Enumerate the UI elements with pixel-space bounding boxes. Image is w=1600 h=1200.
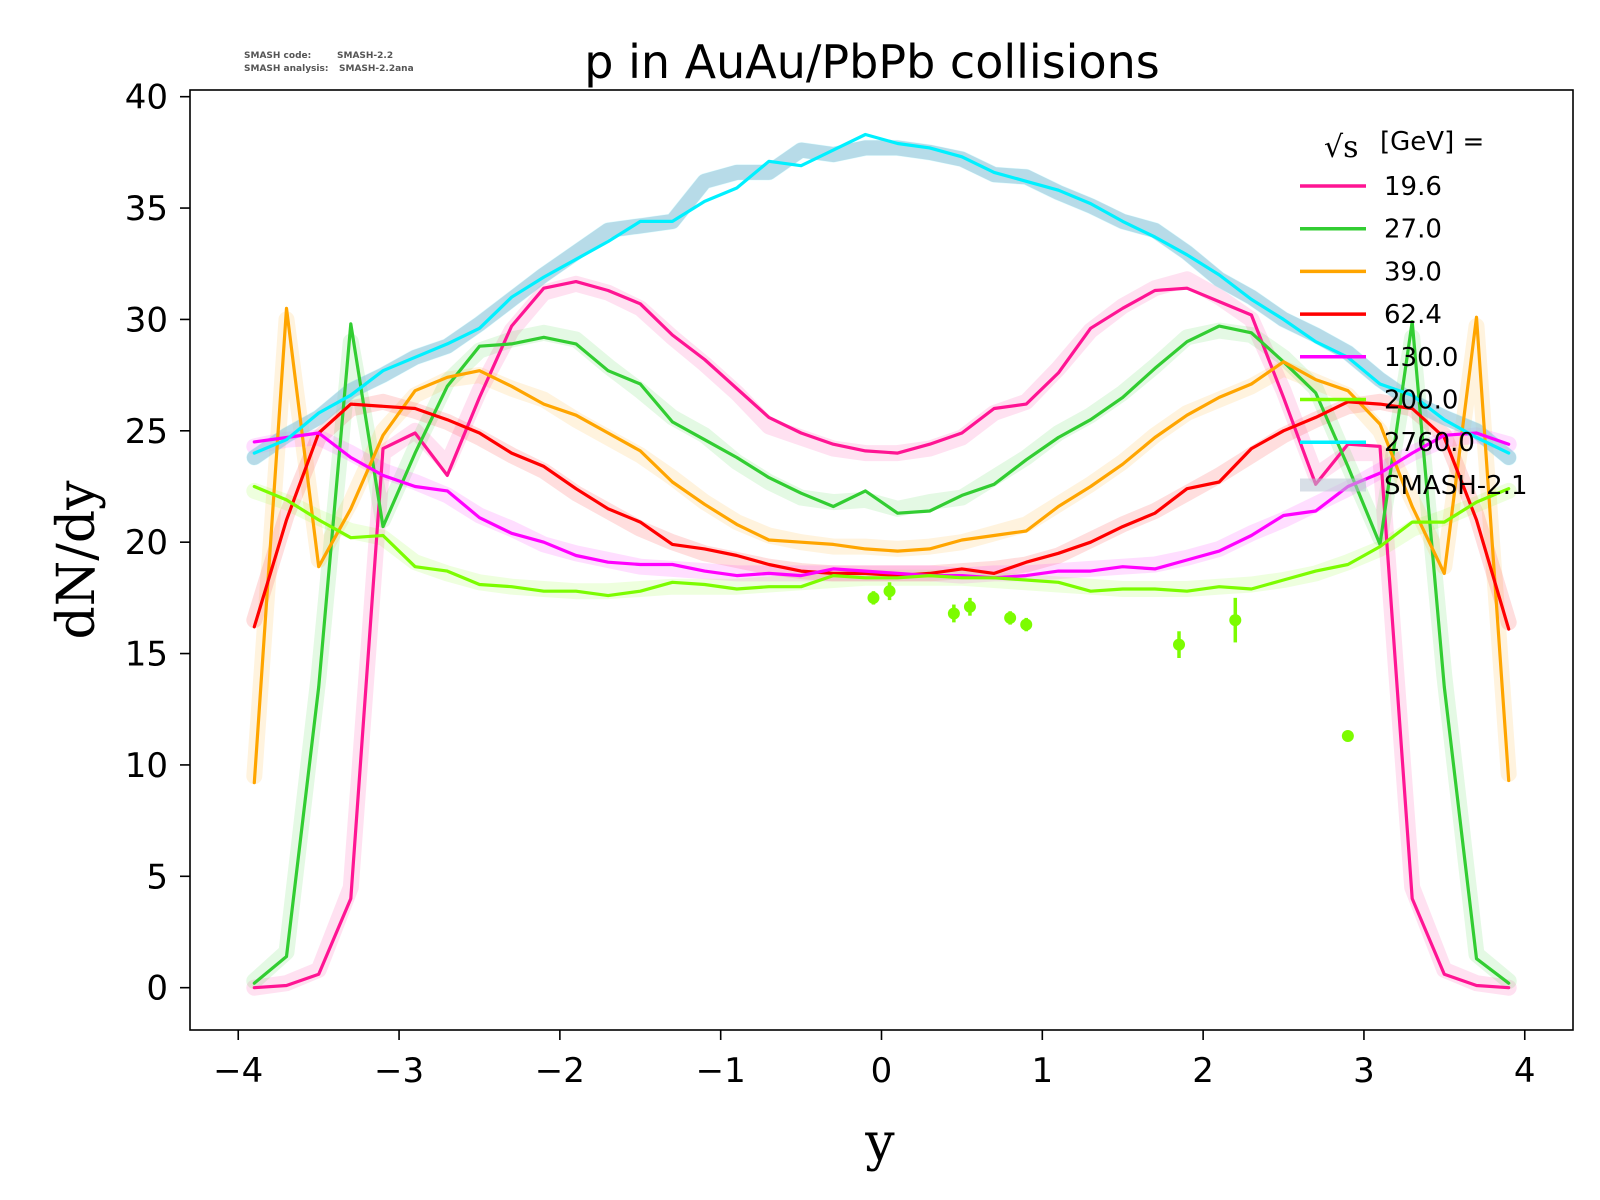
- x-tick-label: 3: [1353, 1051, 1375, 1091]
- y-tick-label: 0: [146, 969, 168, 1009]
- version-line1-label: SMASH code:: [244, 51, 311, 61]
- legend: √s [GeV] = 19.6 27.0 39.0 62.4 130.0 200.0 276…: [1300, 127, 1528, 501]
- y-tick-label: 10: [125, 746, 168, 786]
- series-line-39-0: [252, 306, 1511, 785]
- data-marker: [1229, 614, 1242, 627]
- data-point: [1020, 617, 1033, 632]
- legend-title: [GeV] =: [1380, 127, 1484, 157]
- x-axis-label: y: [864, 1113, 895, 1173]
- data-marker: [1341, 729, 1354, 742]
- legend-title-sqrt: √s: [1324, 130, 1359, 165]
- y-tick-label: 40: [125, 78, 168, 118]
- x-tick-label: 1: [1031, 1051, 1053, 1091]
- x-tick-label: −2: [535, 1051, 585, 1091]
- version-info: SMASH code: SMASH-2.2 SMASH analysis: SM…: [244, 51, 414, 74]
- legend-label-200-0: 200.0: [1384, 386, 1458, 416]
- y-tick-label: 20: [125, 523, 168, 563]
- y-tick-label: 25: [125, 412, 168, 452]
- series-line-62-4: [252, 400, 1511, 631]
- series-line-19-6: [252, 280, 1511, 990]
- data-point: [883, 582, 896, 601]
- x-tick-label: −4: [213, 1051, 263, 1091]
- version-line1-value: SMASH-2.2: [337, 51, 393, 61]
- data-marker: [947, 607, 960, 620]
- x-axis: −4 −3 −2 −1 0 1 2 3 4: [213, 1030, 1536, 1091]
- series-line-200-0: [252, 484, 1511, 598]
- legend-label-39-0: 39.0: [1384, 257, 1442, 287]
- data-marker: [867, 591, 880, 604]
- x-tick-label: 4: [1514, 1051, 1536, 1091]
- data-point: [1004, 611, 1017, 625]
- chart-title: p in AuAu/PbPb collisions: [584, 35, 1159, 89]
- y-axis: 0 5 10 15 20 25 30 35 40: [125, 78, 190, 1009]
- y-tick-label: 15: [125, 635, 168, 675]
- y-tick-label: 35: [125, 189, 168, 229]
- data-marker: [883, 585, 896, 598]
- data-point: [963, 597, 976, 616]
- y-tick-label: 5: [146, 857, 168, 897]
- legend-label-27-0: 27.0: [1384, 215, 1442, 245]
- legend-label-2760-0: 2760.0: [1384, 428, 1475, 458]
- x-tick-label: 2: [1192, 1051, 1214, 1091]
- legend-label-62-4: 62.4: [1384, 300, 1442, 330]
- data-point: [1173, 631, 1186, 659]
- series-line-27-0: [252, 320, 1511, 985]
- x-tick-label: −1: [696, 1051, 746, 1091]
- series-line-2760-0: [252, 132, 1511, 455]
- data-marker: [1173, 638, 1186, 651]
- data-point: [867, 591, 880, 605]
- plot-content: [246, 132, 1517, 996]
- y-axis-label: dN/dy: [47, 480, 107, 640]
- data-marker: [963, 600, 976, 613]
- version-line2-label: SMASH analysis:: [244, 64, 328, 74]
- data-marker: [1020, 618, 1033, 631]
- data-point: [1341, 729, 1354, 742]
- data-point: [947, 604, 960, 623]
- reference-band-39-0: [246, 311, 1517, 785]
- legend-label-19-6: 19.6: [1384, 172, 1442, 202]
- legend-entries: 19.6 27.0 39.0 62.4 130.0 200.0 2760.0: [1300, 172, 1475, 458]
- x-tick-label: 0: [871, 1051, 893, 1091]
- y-tick-label: 30: [125, 300, 168, 340]
- data-point: [1229, 597, 1242, 643]
- version-line2-value: SMASH-2.2ana: [339, 64, 414, 74]
- x-tick-label: −3: [374, 1051, 424, 1091]
- data-marker: [1004, 611, 1017, 624]
- legend-label-reference: SMASH-2.1: [1384, 471, 1528, 501]
- series-line-130-0: [252, 431, 1511, 580]
- legend-label-130-0: 130.0: [1384, 343, 1458, 373]
